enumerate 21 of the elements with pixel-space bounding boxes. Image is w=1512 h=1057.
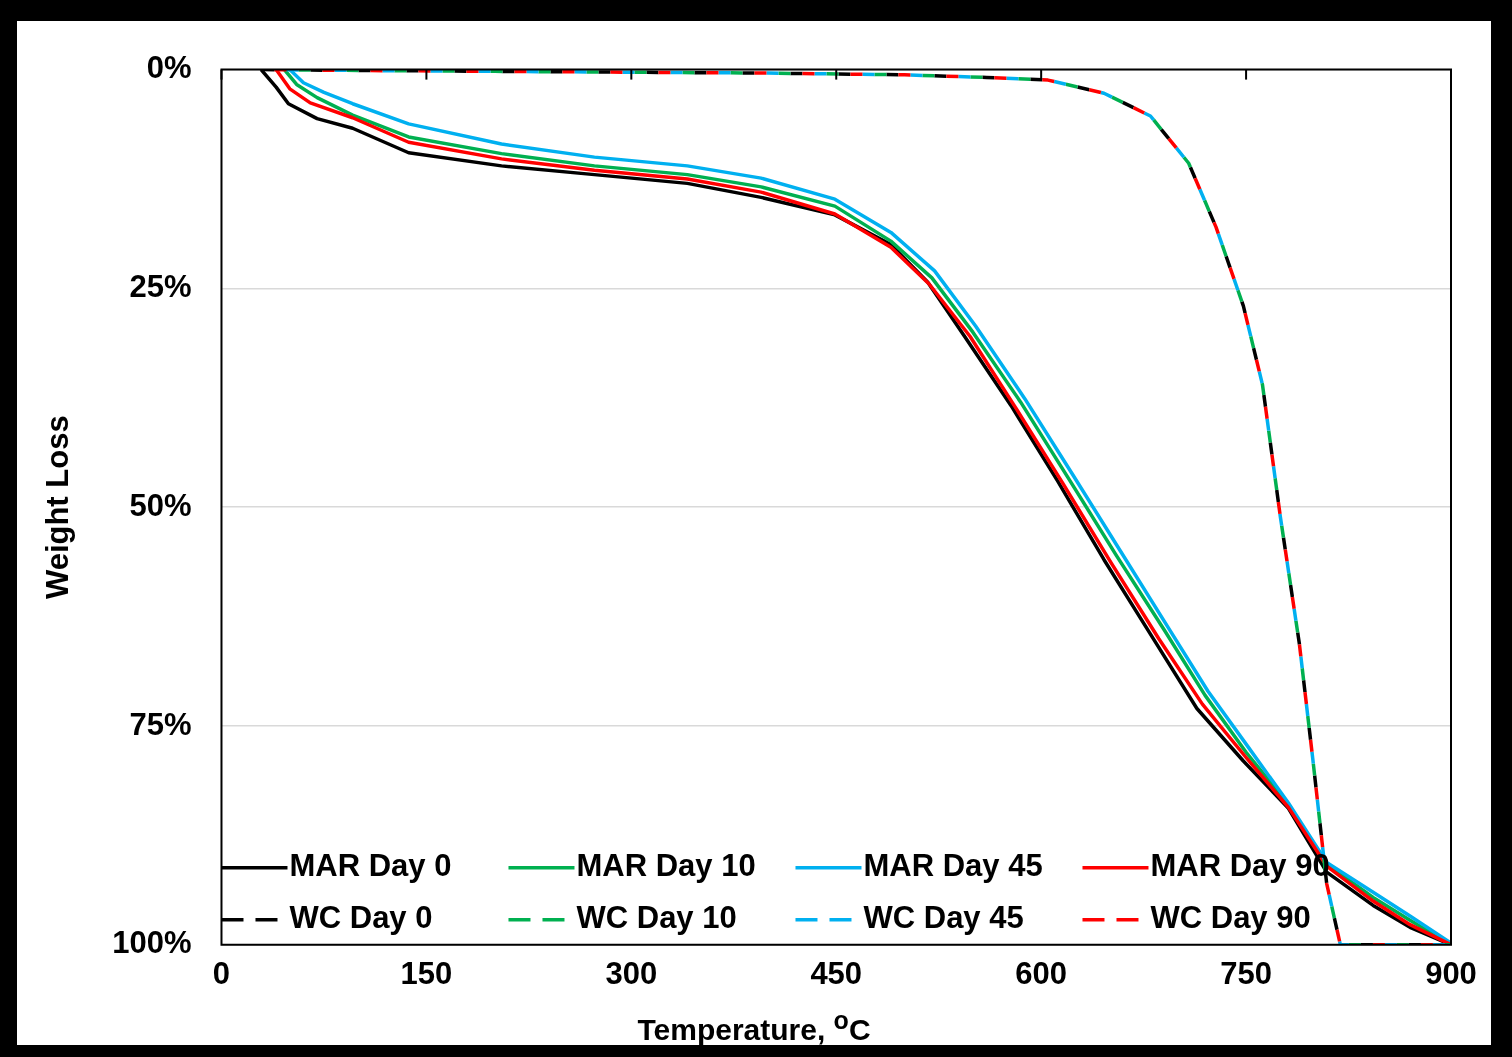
x-tick-label: 900	[1425, 955, 1477, 991]
legend-label: MAR Day 45	[863, 848, 1043, 884]
y-tick-label: 75%	[129, 706, 192, 742]
x-tick-label: 300	[605, 955, 658, 991]
x-tick-label: 450	[810, 955, 863, 991]
legend-label: MAR Day 0	[289, 848, 452, 884]
x-tick-label: 600	[1015, 955, 1068, 991]
y-tick-label: 50%	[129, 487, 192, 523]
x-tick-label: 0	[212, 955, 231, 991]
y-axis-title: Weight Loss	[40, 415, 76, 600]
y-tick-label: 0%	[146, 50, 192, 86]
legend-label: WC Day 90	[1150, 900, 1311, 936]
legend-label: MAR Day 10	[576, 848, 756, 884]
legend-label: WC Day 45	[863, 900, 1024, 936]
x-tick-label: 750	[1220, 955, 1272, 991]
y-tick-label: 100%	[112, 925, 192, 961]
x-tick-label: 150	[400, 955, 453, 991]
x-axis-title: Temperature, $^{o}$C	[636, 1006, 872, 1047]
y-tick-label: 25%	[129, 268, 192, 304]
legend-label: WC Day 10	[576, 900, 737, 936]
legend-label: WC Day 0	[289, 900, 433, 936]
